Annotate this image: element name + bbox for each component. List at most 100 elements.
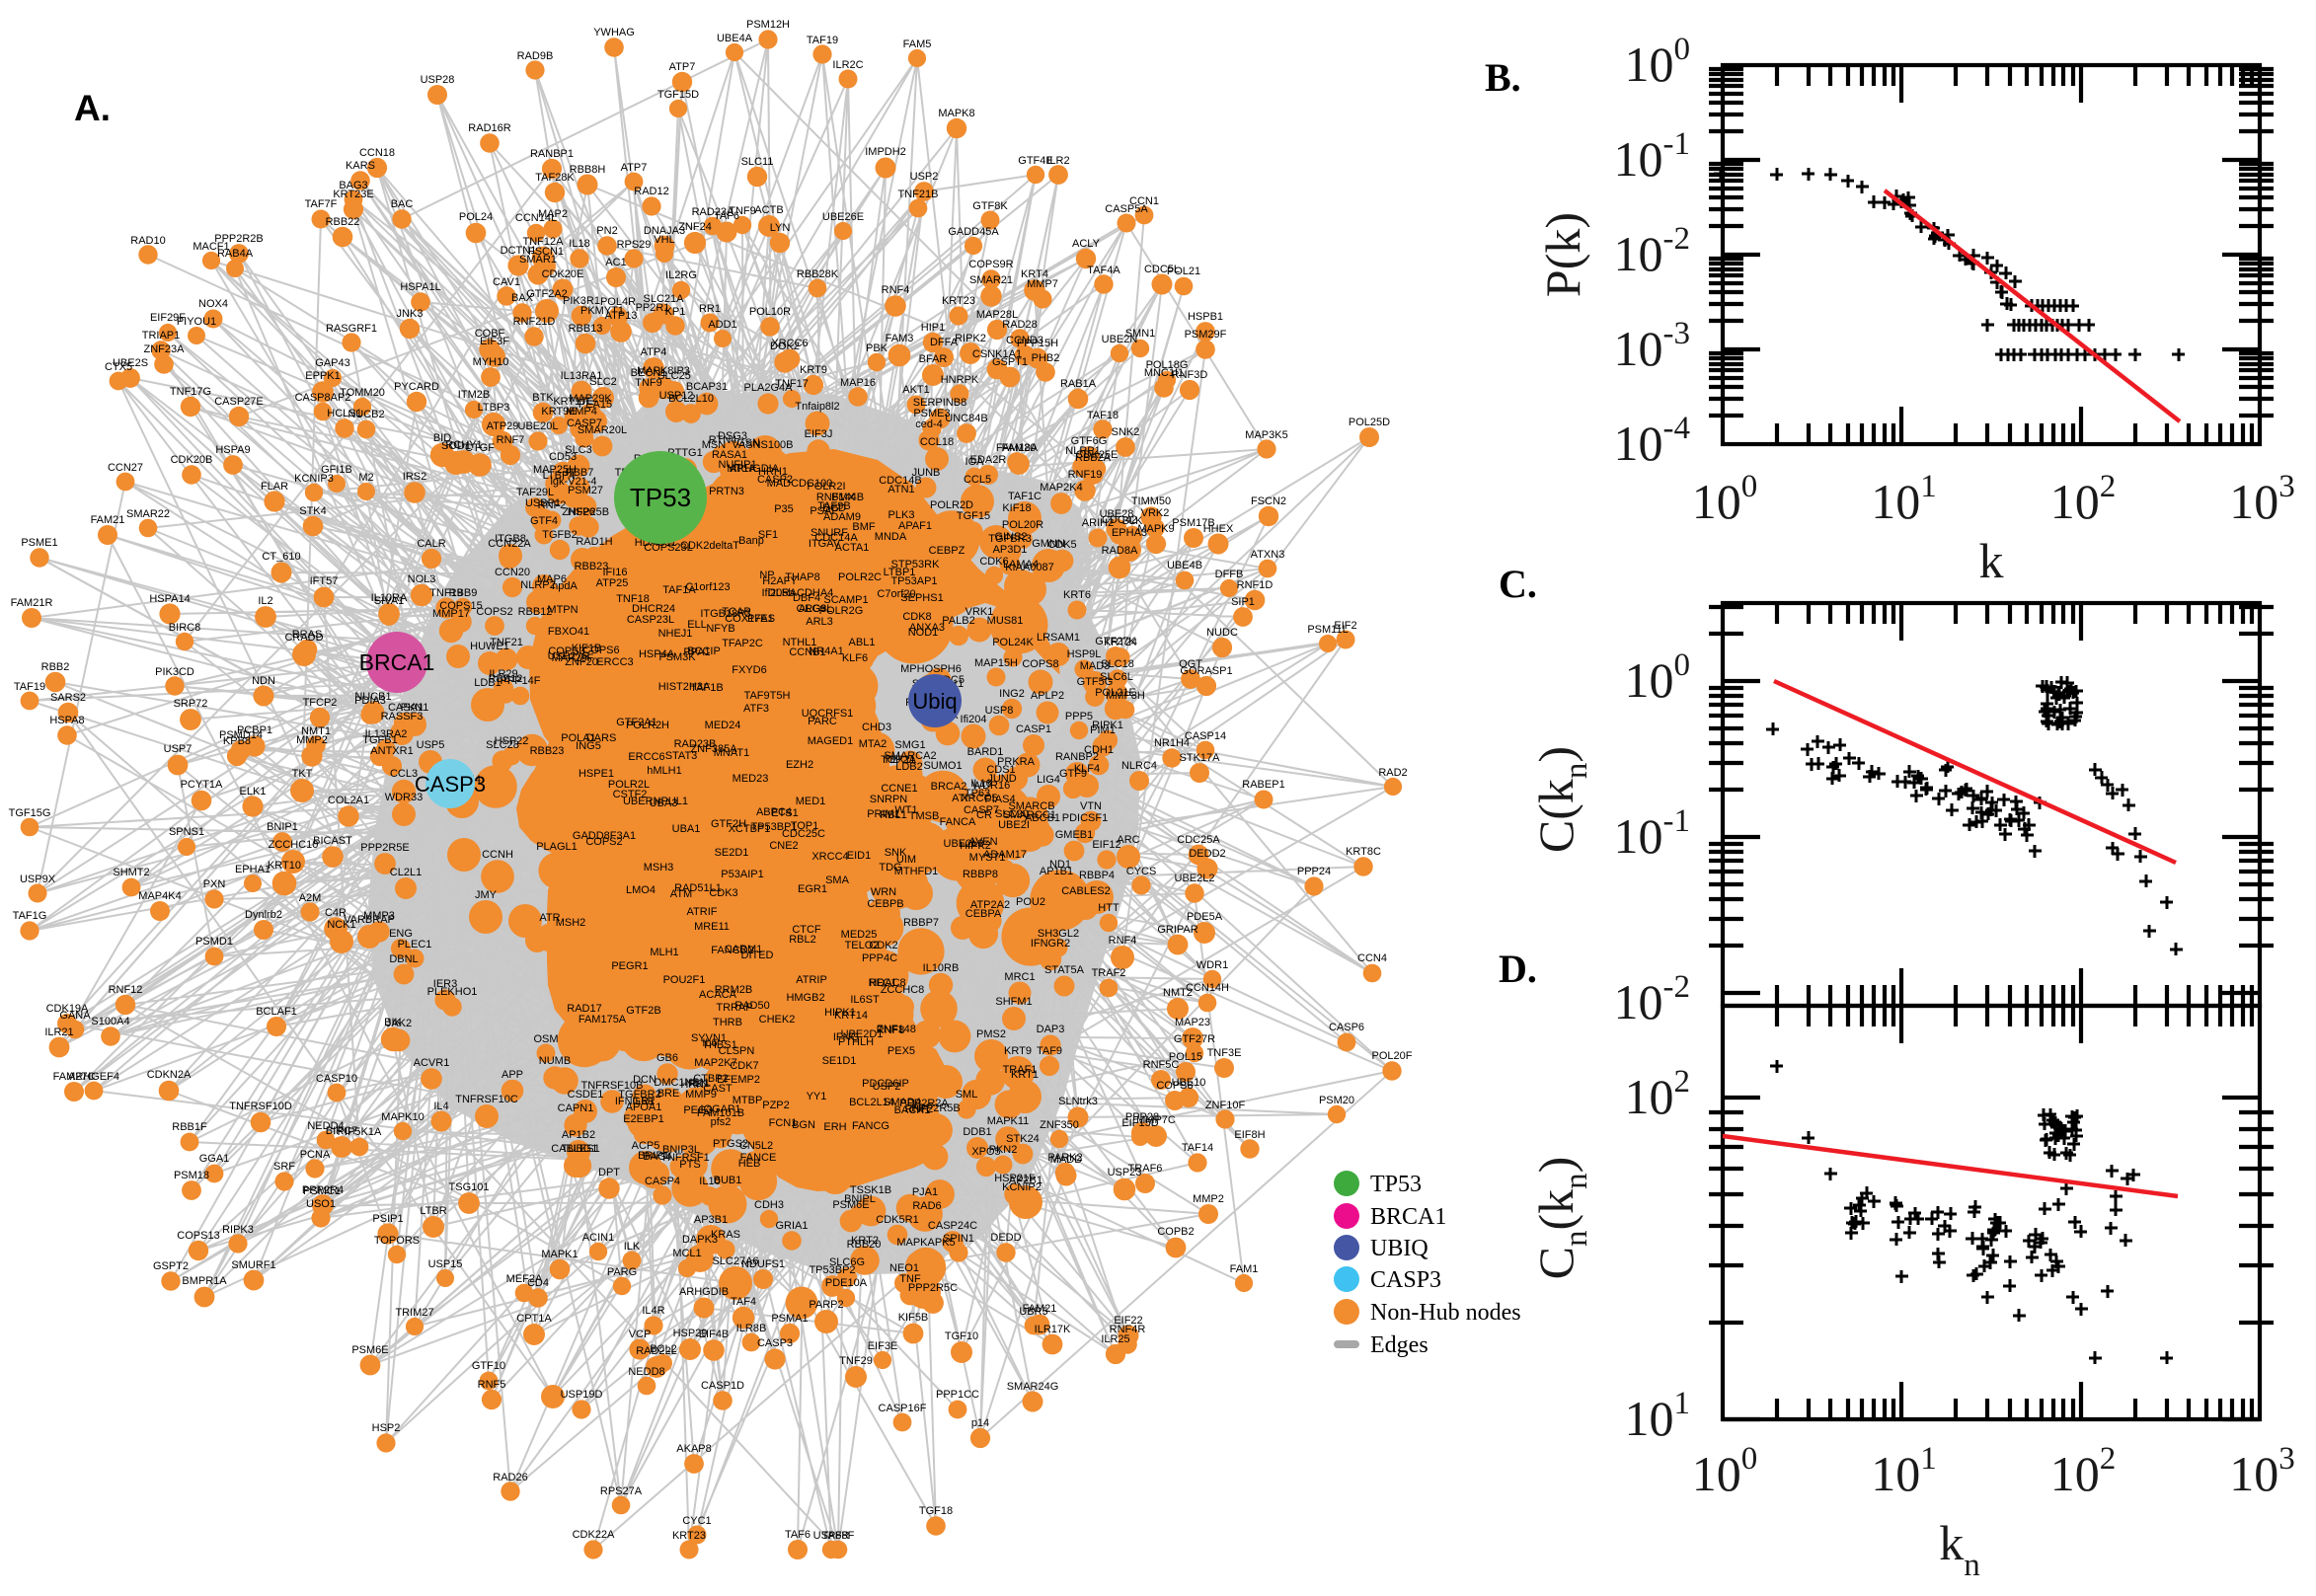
svg-text:p14: p14 [971,1417,989,1429]
svg-text:TP53AP1: TP53AP1 [890,575,937,587]
svg-text:CABLES1: CABLES1 [551,1143,600,1155]
svg-text:RAB4A: RAB4A [217,248,254,260]
svg-text:ETS1: ETS1 [771,807,799,819]
svg-text:NLRP2: NLRP2 [520,579,555,591]
svg-text:PARP2: PARP2 [809,1299,843,1311]
svg-text:TRIAP1: TRIAP1 [142,330,181,342]
svg-text:RABEP1: RABEP1 [1242,779,1284,791]
svg-text:CABLES2: CABLES2 [1061,885,1111,897]
svg-text:TGFBR3: TGFBR3 [988,533,1031,545]
svg-text:DCD: DCD [822,502,846,514]
svg-text:IL13RA1: IL13RA1 [561,370,603,382]
svg-text:COPS23L: COPS23L [644,542,693,554]
svg-text:CDK25E: CDK25E [1076,449,1119,461]
svg-text:CTCF: CTCF [792,924,821,936]
svg-text:EIF12: EIF12 [1092,839,1120,851]
svg-text:CDH3: CDH3 [754,1199,784,1211]
svg-text:lgk-V21-4: lgk-V21-4 [550,476,596,488]
svg-text:UBE10: UBE10 [1172,1077,1206,1089]
svg-text:NDUFS1: NDUFS1 [741,1258,785,1270]
svg-text:KRT23E: KRT23E [333,189,373,200]
svg-text:FAM20: FAM20 [1002,442,1037,454]
svg-text:PDE5A: PDE5A [1187,911,1223,923]
svg-text:MMP8H: MMP8H [1106,690,1145,702]
svg-text:SMARCB: SMARCB [1008,800,1054,812]
svg-text:IL6: IL6 [702,1037,717,1049]
svg-text:k: k [1979,533,2004,588]
svg-text:POL15: POL15 [1169,1051,1202,1063]
svg-text:POU2F1: POU2F1 [663,974,706,986]
svg-text:LTBP3: LTBP3 [478,402,510,414]
svg-text:HSP22: HSP22 [495,735,529,747]
svg-text:KLF4: KLF4 [1074,763,1100,775]
svg-text:RAD6: RAD6 [912,1200,941,1212]
svg-text:CT_610: CT_610 [262,551,300,563]
svg-text:LDB1: LDB1 [474,677,502,689]
svg-text:CDC25A: CDC25A [1177,834,1220,846]
svg-text:CASP16F: CASP16F [879,1403,927,1414]
svg-text:NR1H4: NR1H4 [1154,737,1190,749]
svg-text:KRT9E: KRT9E [541,406,576,418]
svg-text:IRS2: IRS2 [403,471,426,483]
svg-text:BIRC8: BIRC8 [169,622,200,634]
svg-text:CLSPN: CLSPN [719,1045,755,1057]
svg-text:SCAMP1: SCAMP1 [823,594,868,606]
svg-text:FAM101B: FAM101B [697,1107,744,1119]
svg-text:BAC: BAC [391,198,414,210]
svg-text:PPP2R5B: PPP2R5B [911,1102,961,1114]
svg-text:CCL5: CCL5 [964,474,991,486]
svg-text:IFNG: IFNG [833,1031,859,1043]
svg-text:ARL3: ARL3 [806,616,833,628]
svg-text:TSSK1B: TSSK1B [850,1184,891,1196]
svg-text:PSM27: PSM27 [568,485,603,496]
svg-text:SUMO1: SUMO1 [923,760,962,772]
svg-text:VRK2: VRK2 [1141,507,1170,519]
svg-text:CCL3: CCL3 [390,768,418,780]
svg-text:UBE2S: UBE2S [113,357,148,369]
svg-text:SMAR22: SMAR22 [126,508,170,520]
svg-text:POLR2L: POLR2L [608,779,650,791]
svg-text:MACF1: MACF1 [193,241,229,253]
svg-text:SLC20: SLC20 [995,808,1029,820]
svg-text:TNF21: TNF21 [490,637,523,648]
svg-text:TNF29: TNF29 [839,1355,873,1367]
svg-text:GAP43: GAP43 [315,357,349,369]
svg-text:RAD8A: RAD8A [1102,545,1138,557]
svg-text:BIRC7: BIRC7 [326,1125,357,1137]
svg-text:PSIP1: PSIP1 [372,1213,403,1225]
svg-text:CSNK1A1: CSNK1A1 [972,348,1022,360]
svg-text:ACTA1: ACTA1 [835,542,870,554]
svg-text:BECN1: BECN1 [631,367,667,379]
svg-text:UBE2N: UBE2N [1102,334,1138,345]
svg-text:IL10RB: IL10RB [923,962,960,974]
svg-text:SNK: SNK [885,847,907,859]
svg-text:MAPK9: MAPK9 [1137,523,1174,535]
svg-text:PXN: PXN [203,878,226,890]
svg-text:SE1D1: SE1D1 [822,1055,857,1067]
svg-text:HIPK2: HIPK2 [960,840,991,852]
svg-text:PSME1: PSME1 [21,537,57,549]
svg-text:CDK5: CDK5 [1047,539,1076,551]
svg-text:HNRPK: HNRPK [941,374,979,386]
svg-text:MADCDC100: MADCDC100 [767,478,833,490]
svg-text:CCN14L: CCN14L [515,212,557,224]
svg-text:OSM: OSM [533,1033,558,1045]
svg-text:SNURF: SNURF [811,527,848,539]
svg-text:RNF5: RNF5 [478,1379,506,1391]
svg-text:RNF7: RNF7 [497,434,525,446]
svg-text:DMC1: DMC1 [654,1077,684,1089]
svg-text:RASA1: RASA1 [712,449,747,461]
svg-text:UBE2L2: UBE2L2 [1175,873,1215,884]
svg-text:TAF7F: TAF7F [305,198,338,210]
svg-text:STP53RK: STP53RK [891,559,941,570]
svg-text:PYCARD: PYCARD [394,381,439,393]
svg-text:RBB7: RBB7 [566,467,594,479]
svg-text:ATIP: ATIP [952,793,975,804]
svg-text:POL4R: POL4R [600,296,636,308]
svg-text:CCN27: CCN27 [108,462,143,474]
svg-text:BMPR1A: BMPR1A [182,1275,227,1287]
svg-text:ELL: ELL [687,619,707,631]
svg-text:DFFA: DFFA [930,337,959,348]
svg-text:AVEN: AVEN [968,836,997,848]
svg-text:EPHA3: EPHA3 [1112,527,1147,539]
